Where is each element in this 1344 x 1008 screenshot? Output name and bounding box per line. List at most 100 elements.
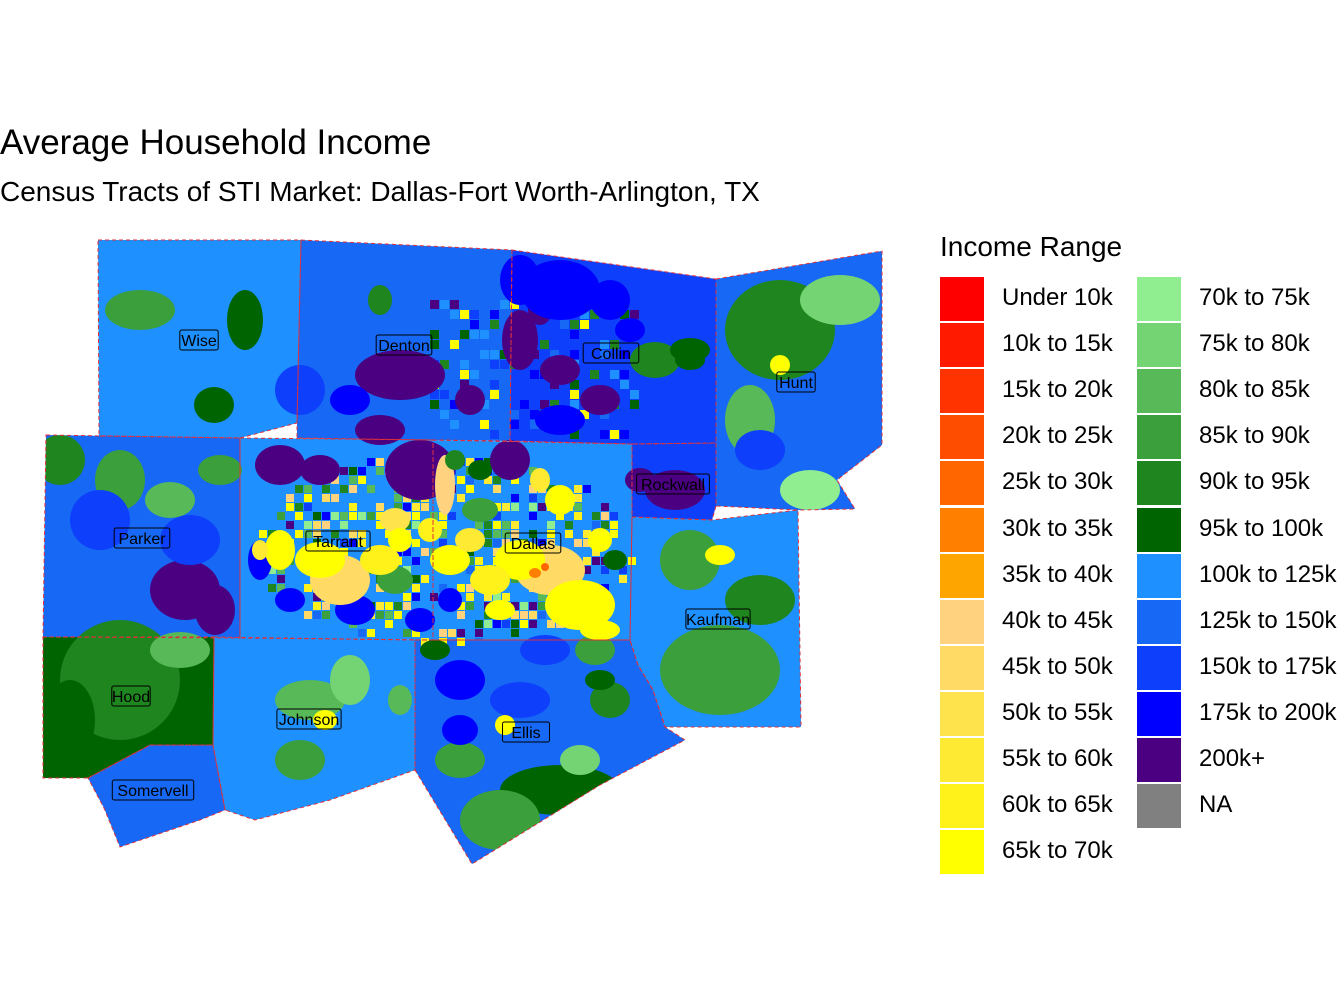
census-tract [520, 521, 528, 529]
legend-label: NA [1199, 791, 1233, 819]
census-tract [601, 503, 609, 511]
census-tract [430, 593, 438, 601]
legend-swatch [940, 691, 984, 736]
census-tract [592, 521, 600, 529]
census-tract [590, 280, 630, 320]
census-tract [590, 370, 599, 379]
legend-swatch [1137, 553, 1181, 598]
census-tract [530, 410, 539, 419]
census-tract [286, 521, 294, 529]
census-tract [304, 521, 312, 529]
census-tract [439, 512, 447, 520]
legend-swatch [940, 784, 984, 829]
census-tract [475, 638, 483, 646]
map-title: Average Household Income [0, 123, 432, 162]
census-tract [150, 632, 210, 668]
census-tract [394, 602, 402, 610]
census-tract [295, 503, 303, 511]
census-tract [510, 410, 519, 419]
census-tract [403, 593, 411, 601]
census-tract [530, 370, 539, 379]
census-tract [466, 557, 474, 565]
census-tract [500, 255, 540, 305]
census-tract [460, 340, 469, 349]
county-label-text: Ellis [511, 725, 540, 742]
census-tract [330, 385, 370, 415]
census-tract [313, 611, 321, 619]
census-tract [574, 503, 582, 511]
census-tract [439, 629, 447, 637]
legend-label: 100k to 125k [1199, 560, 1337, 588]
census-tract [484, 476, 492, 484]
legend-item: 65k to 70k [940, 830, 1150, 875]
legend-swatch [1137, 691, 1181, 736]
census-tract [340, 548, 348, 556]
county-label-text: Kaufman [686, 612, 750, 629]
census-tract [511, 620, 519, 628]
census-tract [265, 530, 295, 570]
census-tract [457, 494, 465, 502]
census-tract [470, 370, 479, 379]
census-tract [412, 575, 420, 583]
legend-swatch [940, 599, 984, 644]
census-tract [610, 340, 619, 349]
county-label-kaufman: Kaufman [685, 608, 751, 630]
census-tract [490, 390, 499, 399]
census-tract [440, 300, 449, 309]
census-tract [430, 340, 439, 349]
census-tract [349, 485, 357, 493]
census-tract [450, 420, 459, 429]
census-tract [355, 350, 445, 400]
census-tract [466, 485, 474, 493]
legend-label: 85k to 90k [1199, 422, 1310, 450]
legend-swatch [1137, 645, 1181, 690]
census-tract [575, 635, 615, 665]
county-label-hood: Hood [111, 685, 151, 707]
county-borders [42, 239, 883, 865]
census-tract [547, 539, 555, 547]
census-tract [592, 512, 600, 520]
census-tract [455, 385, 485, 415]
census-tract [295, 530, 303, 538]
census-tract [438, 588, 462, 612]
census-tract [460, 310, 469, 319]
census-tract [358, 512, 366, 520]
legend-item: Under 10k [940, 277, 1150, 321]
census-tract [580, 410, 589, 419]
census-tract [430, 400, 439, 409]
census-tract [502, 593, 510, 601]
census-tract [450, 300, 459, 309]
legend-item: 25k to 30k [940, 461, 1150, 506]
county-label-parker: Parker [113, 527, 171, 549]
census-tract [448, 512, 456, 520]
county-label-box [502, 721, 550, 743]
map-subtitle: Census Tracts of STI Market: Dallas-Fort… [0, 176, 760, 207]
census-tract [259, 521, 267, 529]
census-tract [295, 512, 303, 520]
census-tract [466, 476, 474, 484]
census-tract [331, 512, 339, 520]
census-tract [455, 528, 485, 552]
census-tract [394, 611, 402, 619]
census-tract [580, 310, 589, 319]
census-tract [304, 494, 312, 502]
census-tract [529, 467, 537, 475]
census-tract [529, 620, 537, 628]
census-tract [322, 611, 330, 619]
census-tract [540, 340, 549, 349]
census-tract [466, 566, 474, 574]
census-tract [490, 682, 550, 718]
census-tract [725, 575, 795, 625]
census-tract [380, 508, 410, 532]
county-label-wise: Wise [179, 329, 219, 351]
census-tract [304, 503, 312, 511]
legend-label: 175k to 200k [1199, 698, 1337, 726]
legend-label: 65k to 70k [1002, 837, 1113, 865]
census-tract [367, 512, 375, 520]
legend-label: 95k to 100k [1199, 514, 1324, 542]
census-tract [367, 629, 375, 637]
county-label-somervell: Somervell [111, 779, 195, 801]
census-tract [145, 482, 195, 518]
census-tract [530, 420, 539, 429]
census-tract [275, 365, 325, 415]
